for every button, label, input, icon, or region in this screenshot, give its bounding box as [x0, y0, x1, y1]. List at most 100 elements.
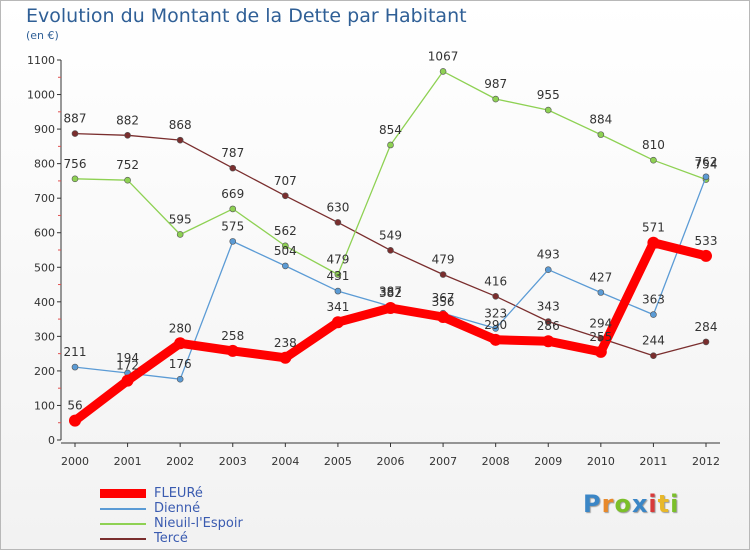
data-point — [544, 266, 552, 273]
data-point — [542, 335, 555, 348]
data-point — [71, 175, 79, 183]
data-label: 630 — [326, 200, 349, 214]
data-point — [544, 106, 552, 114]
y-tick-label: 700 — [34, 192, 55, 205]
data-label: 343 — [537, 300, 560, 314]
series-line-nieuil-l-espoir — [74, 70, 707, 276]
data-point — [492, 325, 499, 332]
data-label: 211 — [64, 345, 87, 359]
data-label: 56 — [67, 399, 82, 413]
legend-swatch — [100, 489, 146, 498]
data-label: 387 — [379, 284, 402, 298]
data-label: 533 — [695, 234, 718, 248]
data-point — [700, 249, 712, 262]
data-label: 479 — [432, 253, 455, 267]
data-label: 382 — [379, 286, 402, 300]
y-tick-label: 100 — [34, 399, 55, 412]
data-label: 571 — [642, 221, 665, 235]
x-tick-label: 2006 — [377, 455, 405, 468]
legend-label: Nieuil-l'Espoir — [154, 516, 243, 531]
data-point — [650, 156, 657, 164]
data-point — [176, 375, 184, 383]
data-point — [384, 302, 397, 315]
data-point — [439, 68, 447, 75]
proxiti-logo: Proxiti — [583, 490, 680, 518]
data-label: 290 — [484, 318, 507, 332]
x-tick-label: 2011 — [639, 455, 667, 468]
data-point — [282, 262, 289, 270]
data-label: 294 — [589, 316, 612, 330]
data-point — [334, 271, 342, 278]
data-label: 868 — [169, 118, 192, 132]
chart-title: Evolution du Montant de la Dette par Hab… — [26, 5, 467, 27]
data-point — [121, 374, 134, 387]
data-point — [124, 176, 131, 184]
x-tick-label: 2012 — [692, 455, 720, 468]
data-label: 810 — [642, 138, 665, 152]
data-point — [229, 205, 237, 213]
data-label: 762 — [695, 155, 718, 169]
x-tick-label: 2001 — [114, 455, 142, 468]
data-point — [226, 344, 239, 357]
y-tick-label: 1100 — [27, 54, 55, 67]
data-label: 356 — [432, 295, 455, 309]
data-point — [544, 318, 552, 325]
data-point — [229, 238, 237, 245]
y-tick-label: 400 — [34, 296, 55, 309]
x-tick-label: 2003 — [219, 455, 247, 468]
data-point — [702, 338, 710, 346]
y-tick-label: 500 — [34, 261, 55, 274]
data-label: 562 — [274, 224, 297, 238]
data-label: 194 — [116, 351, 139, 365]
y-tick-label: 900 — [34, 123, 55, 136]
x-tick-label: 2002 — [166, 455, 194, 468]
data-label: 280 — [169, 321, 192, 335]
data-point — [650, 311, 657, 318]
data-label: 752 — [116, 158, 139, 172]
y-tick-label: 600 — [34, 227, 55, 240]
data-point — [492, 95, 499, 103]
data-label: 258 — [221, 329, 244, 343]
data-label: 255 — [589, 330, 612, 344]
data-point — [279, 351, 292, 364]
legend-item: Dienné — [100, 501, 243, 516]
data-point — [334, 219, 342, 226]
data-point — [437, 311, 450, 324]
data-label: 172 — [116, 359, 139, 373]
data-label: 707 — [274, 174, 297, 188]
data-label: 323 — [484, 306, 507, 320]
legend-label: FLEURé — [154, 486, 203, 501]
legend-item: FLEURé — [100, 486, 243, 501]
y-tick-label: 1000 — [27, 89, 55, 102]
x-tick-label: 2005 — [324, 455, 352, 468]
x-tick-label: 2008 — [482, 455, 510, 468]
data-point — [124, 132, 131, 139]
data-point — [702, 173, 710, 181]
chart-subtitle: (en €) — [26, 29, 59, 42]
y-tick-label: 300 — [34, 330, 55, 343]
data-point — [597, 289, 605, 296]
data-point — [650, 352, 657, 360]
data-label: 754 — [695, 158, 718, 172]
data-label: 176 — [169, 357, 192, 371]
data-label: 987 — [484, 77, 507, 91]
data-label: 575 — [221, 219, 244, 233]
data-label: 416 — [484, 274, 507, 288]
data-label: 595 — [169, 212, 192, 226]
data-point — [489, 333, 502, 346]
data-point — [174, 337, 187, 350]
data-label: 431 — [326, 269, 349, 283]
x-tick-label: 2009 — [534, 455, 562, 468]
data-label: 479 — [326, 253, 349, 267]
data-label: 955 — [537, 88, 560, 102]
x-tick-label: 2004 — [271, 455, 299, 468]
data-point — [331, 316, 344, 329]
legend-label: Tercé — [154, 531, 188, 546]
x-tick-label: 2007 — [429, 455, 457, 468]
data-point — [387, 247, 394, 254]
data-label: 669 — [221, 187, 244, 201]
y-tick-label: 0 — [48, 434, 55, 447]
legend-item: Nieuil-l'Espoir — [100, 516, 243, 531]
data-point — [282, 242, 289, 250]
